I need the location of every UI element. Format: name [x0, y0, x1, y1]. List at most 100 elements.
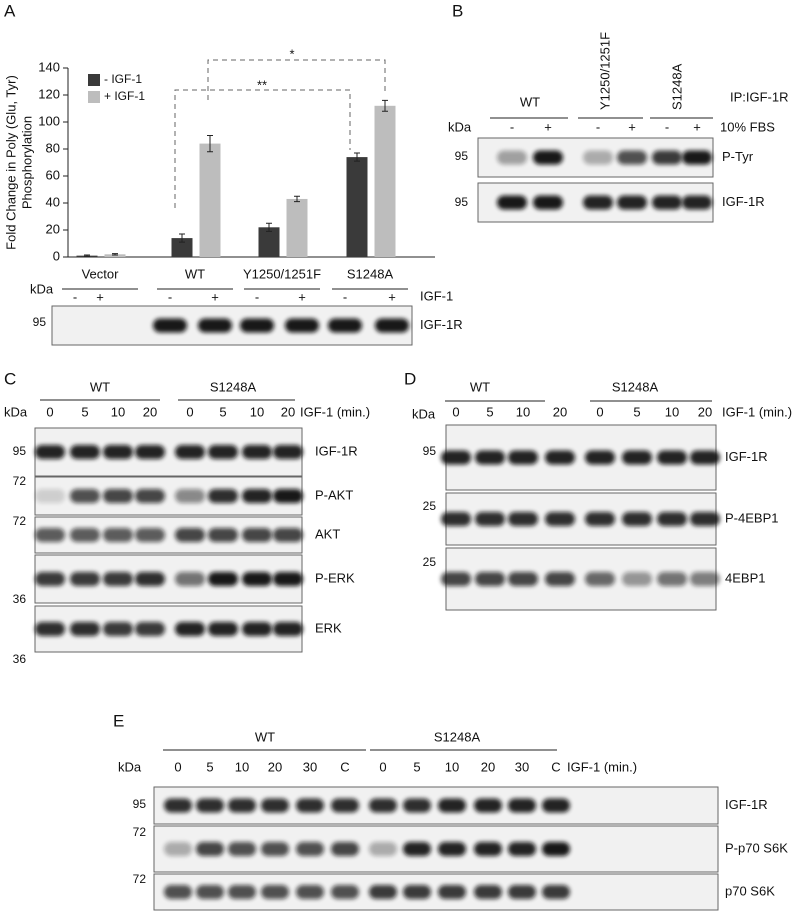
lane-label: +	[628, 119, 636, 134]
band	[441, 450, 471, 465]
lane-label: 0	[379, 759, 386, 774]
lane-label: 10	[445, 759, 459, 774]
y-tick-label: 40	[46, 194, 60, 209]
band	[331, 885, 359, 899]
treatment-label: IGF-1	[420, 288, 453, 303]
bar	[374, 105, 396, 257]
band	[103, 489, 133, 503]
kda-label: kDa	[30, 281, 54, 296]
y-axis-title: Fold Change in Poly (Glu, Tyr)	[3, 75, 18, 250]
kda-label: kDa	[448, 119, 472, 134]
band	[135, 572, 165, 586]
lane-label: +	[96, 289, 104, 304]
treatment-label: 10% FBS	[720, 119, 775, 134]
y-tick-label: 20	[46, 221, 60, 236]
band	[164, 798, 192, 813]
band	[441, 512, 471, 526]
band	[690, 512, 720, 526]
lane-label: 10	[235, 759, 249, 774]
band	[690, 572, 720, 586]
kda-marker: 72	[13, 514, 27, 528]
band	[474, 842, 502, 856]
band	[285, 318, 319, 333]
lane-label: -	[665, 119, 669, 134]
y-tick-label: 60	[46, 167, 60, 182]
lane-label: -	[168, 289, 172, 304]
band	[652, 150, 682, 165]
row-label: ERK	[315, 620, 342, 635]
panel-label: A	[4, 1, 16, 20]
band	[369, 842, 397, 856]
band	[652, 195, 682, 210]
band	[175, 528, 205, 542]
band	[328, 318, 362, 333]
band	[542, 842, 570, 856]
band	[103, 528, 133, 542]
band	[508, 512, 538, 526]
lane-label: 0	[186, 404, 193, 419]
row-label: p70 S6K	[725, 883, 775, 898]
panel-label: C	[4, 369, 16, 388]
band	[242, 445, 272, 459]
band	[228, 798, 256, 813]
group-label: S1248A	[612, 379, 659, 394]
bar	[286, 198, 308, 257]
group-label: WT	[255, 729, 275, 744]
band	[438, 885, 466, 899]
group-label: WT	[470, 379, 490, 394]
error-bar	[207, 135, 213, 153]
band	[296, 842, 324, 856]
band	[617, 195, 647, 210]
row-label: AKT	[315, 526, 340, 541]
band	[441, 572, 471, 586]
lane-label: 10	[516, 404, 530, 419]
error-bar	[354, 152, 360, 162]
band	[242, 622, 272, 636]
band	[585, 572, 615, 586]
bar	[258, 227, 280, 257]
legend-swatch	[88, 74, 100, 86]
band	[135, 489, 165, 503]
kda-marker: 95	[455, 149, 469, 163]
row-label: IGF-1R	[722, 194, 765, 209]
band	[135, 622, 165, 636]
row-label: IGF-1R	[725, 449, 768, 464]
band	[35, 445, 65, 459]
band	[261, 842, 289, 856]
kda-marker: 95	[133, 797, 147, 811]
band	[273, 622, 303, 636]
band	[175, 572, 205, 586]
band	[657, 512, 687, 526]
panel-label: B	[452, 1, 463, 20]
treatment-label: IGF-1 (min.)	[567, 759, 637, 774]
band	[153, 318, 187, 333]
band	[196, 885, 224, 899]
band	[475, 512, 505, 526]
band	[474, 885, 502, 899]
lane-label: -	[343, 289, 347, 304]
band	[474, 798, 502, 813]
error-bar	[84, 254, 90, 257]
band	[175, 622, 205, 636]
band	[35, 489, 65, 503]
lane-label: 5	[486, 404, 493, 419]
band	[175, 489, 205, 503]
band	[296, 798, 324, 813]
band	[273, 445, 303, 459]
kda-marker: 95	[33, 315, 47, 329]
band	[542, 885, 570, 899]
band	[657, 450, 687, 465]
lane-label: 20	[268, 759, 282, 774]
row-label: IGF-1R	[315, 443, 358, 458]
lane-label: +	[298, 289, 306, 304]
lane-label: 10	[665, 404, 679, 419]
group-label: S1248A	[669, 63, 684, 110]
band	[690, 450, 720, 465]
band	[103, 572, 133, 586]
y-tick-label: 120	[38, 86, 60, 101]
band	[228, 842, 256, 856]
bar	[346, 157, 368, 257]
significance-bracket	[207, 59, 386, 100]
bar	[199, 143, 221, 257]
significance-bracket	[174, 89, 351, 208]
